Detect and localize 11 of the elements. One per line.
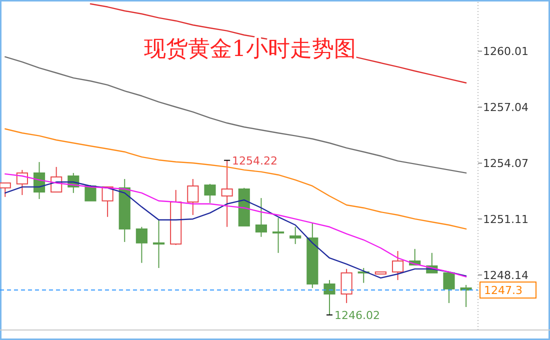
annotation: 1254.22	[232, 154, 278, 168]
y-tick-label: 1260.01	[483, 45, 528, 58]
y-tick-label: 1251.11	[483, 212, 528, 226]
annotation: 1246.02	[334, 308, 380, 322]
ref-line-label: 1247.3	[484, 284, 522, 298]
y-tick-label: 1257.04	[483, 101, 528, 114]
annotation: 1246.02	[326, 308, 380, 322]
ref-label: 1247.3	[480, 282, 536, 299]
y-tick-label: 1254.07	[483, 157, 528, 170]
annotation: 1254.22	[224, 154, 278, 168]
y-tick-label: 1248.14	[483, 268, 528, 282]
